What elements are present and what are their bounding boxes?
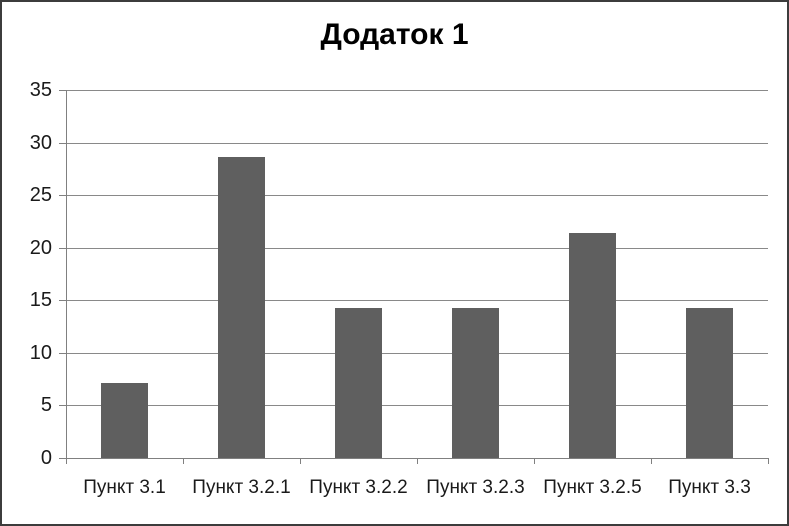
y-tick-5 bbox=[59, 405, 66, 407]
x-category-label-6: Пункт 3.3 bbox=[668, 477, 751, 498]
x-tick-4 bbox=[534, 458, 535, 464]
gridline-y-35 bbox=[66, 90, 768, 91]
y-tick-35 bbox=[59, 90, 66, 91]
y-axis-line bbox=[66, 90, 67, 464]
y-tick-0 bbox=[59, 458, 66, 459]
x-tick-0 bbox=[66, 458, 67, 464]
plot-area bbox=[66, 90, 768, 458]
gridline-y-5 bbox=[66, 405, 768, 407]
x-category-label-4: Пункт 3.2.3 bbox=[426, 477, 525, 498]
y-tick-label-15: 15 bbox=[29, 289, 52, 312]
gridline-y-30 bbox=[66, 142, 768, 144]
bar-пункт-3-2-2 bbox=[335, 307, 382, 458]
y-tick-label-35: 35 bbox=[29, 79, 52, 101]
y-tick-label-5: 5 bbox=[40, 394, 52, 417]
x-category-label-3: Пункт 3.2.2 bbox=[309, 477, 408, 498]
y-tick-30 bbox=[59, 142, 66, 144]
y-tick-20 bbox=[59, 247, 66, 249]
gridline-y-15 bbox=[66, 300, 768, 302]
y-tick-25 bbox=[59, 195, 66, 197]
y-tick-label-20: 20 bbox=[29, 236, 52, 259]
x-tick-3 bbox=[417, 458, 418, 464]
gridline-y-10 bbox=[66, 352, 768, 354]
bar-пункт-3-2-5 bbox=[569, 232, 616, 458]
gridline-y-25 bbox=[66, 195, 768, 197]
x-category-label-1: Пункт 3.1 bbox=[83, 477, 166, 498]
y-tick-10 bbox=[59, 352, 66, 354]
bar-пункт-3-2-1 bbox=[218, 157, 265, 458]
y-tick-label-30: 30 bbox=[29, 131, 52, 154]
y-tick-15 bbox=[59, 300, 66, 302]
y-tick-label-0: 0 bbox=[40, 447, 52, 469]
bar-пункт-3-1 bbox=[101, 383, 148, 458]
x-category-label-2: Пункт 3.2.1 bbox=[192, 477, 291, 498]
x-tick-1 bbox=[183, 458, 184, 464]
x-tick-5 bbox=[651, 458, 652, 464]
x-tick-2 bbox=[300, 458, 301, 464]
x-tick-6 bbox=[768, 458, 769, 464]
y-tick-label-10: 10 bbox=[29, 341, 52, 364]
chart-title: Додаток 1 bbox=[320, 18, 469, 51]
bar-пункт-3-3 bbox=[686, 307, 733, 458]
x-category-label-5: Пункт 3.2.5 bbox=[543, 477, 642, 498]
gridline-y-20 bbox=[66, 247, 768, 249]
bar-пункт-3-2-3 bbox=[452, 307, 499, 458]
y-tick-label-25: 25 bbox=[29, 184, 52, 207]
